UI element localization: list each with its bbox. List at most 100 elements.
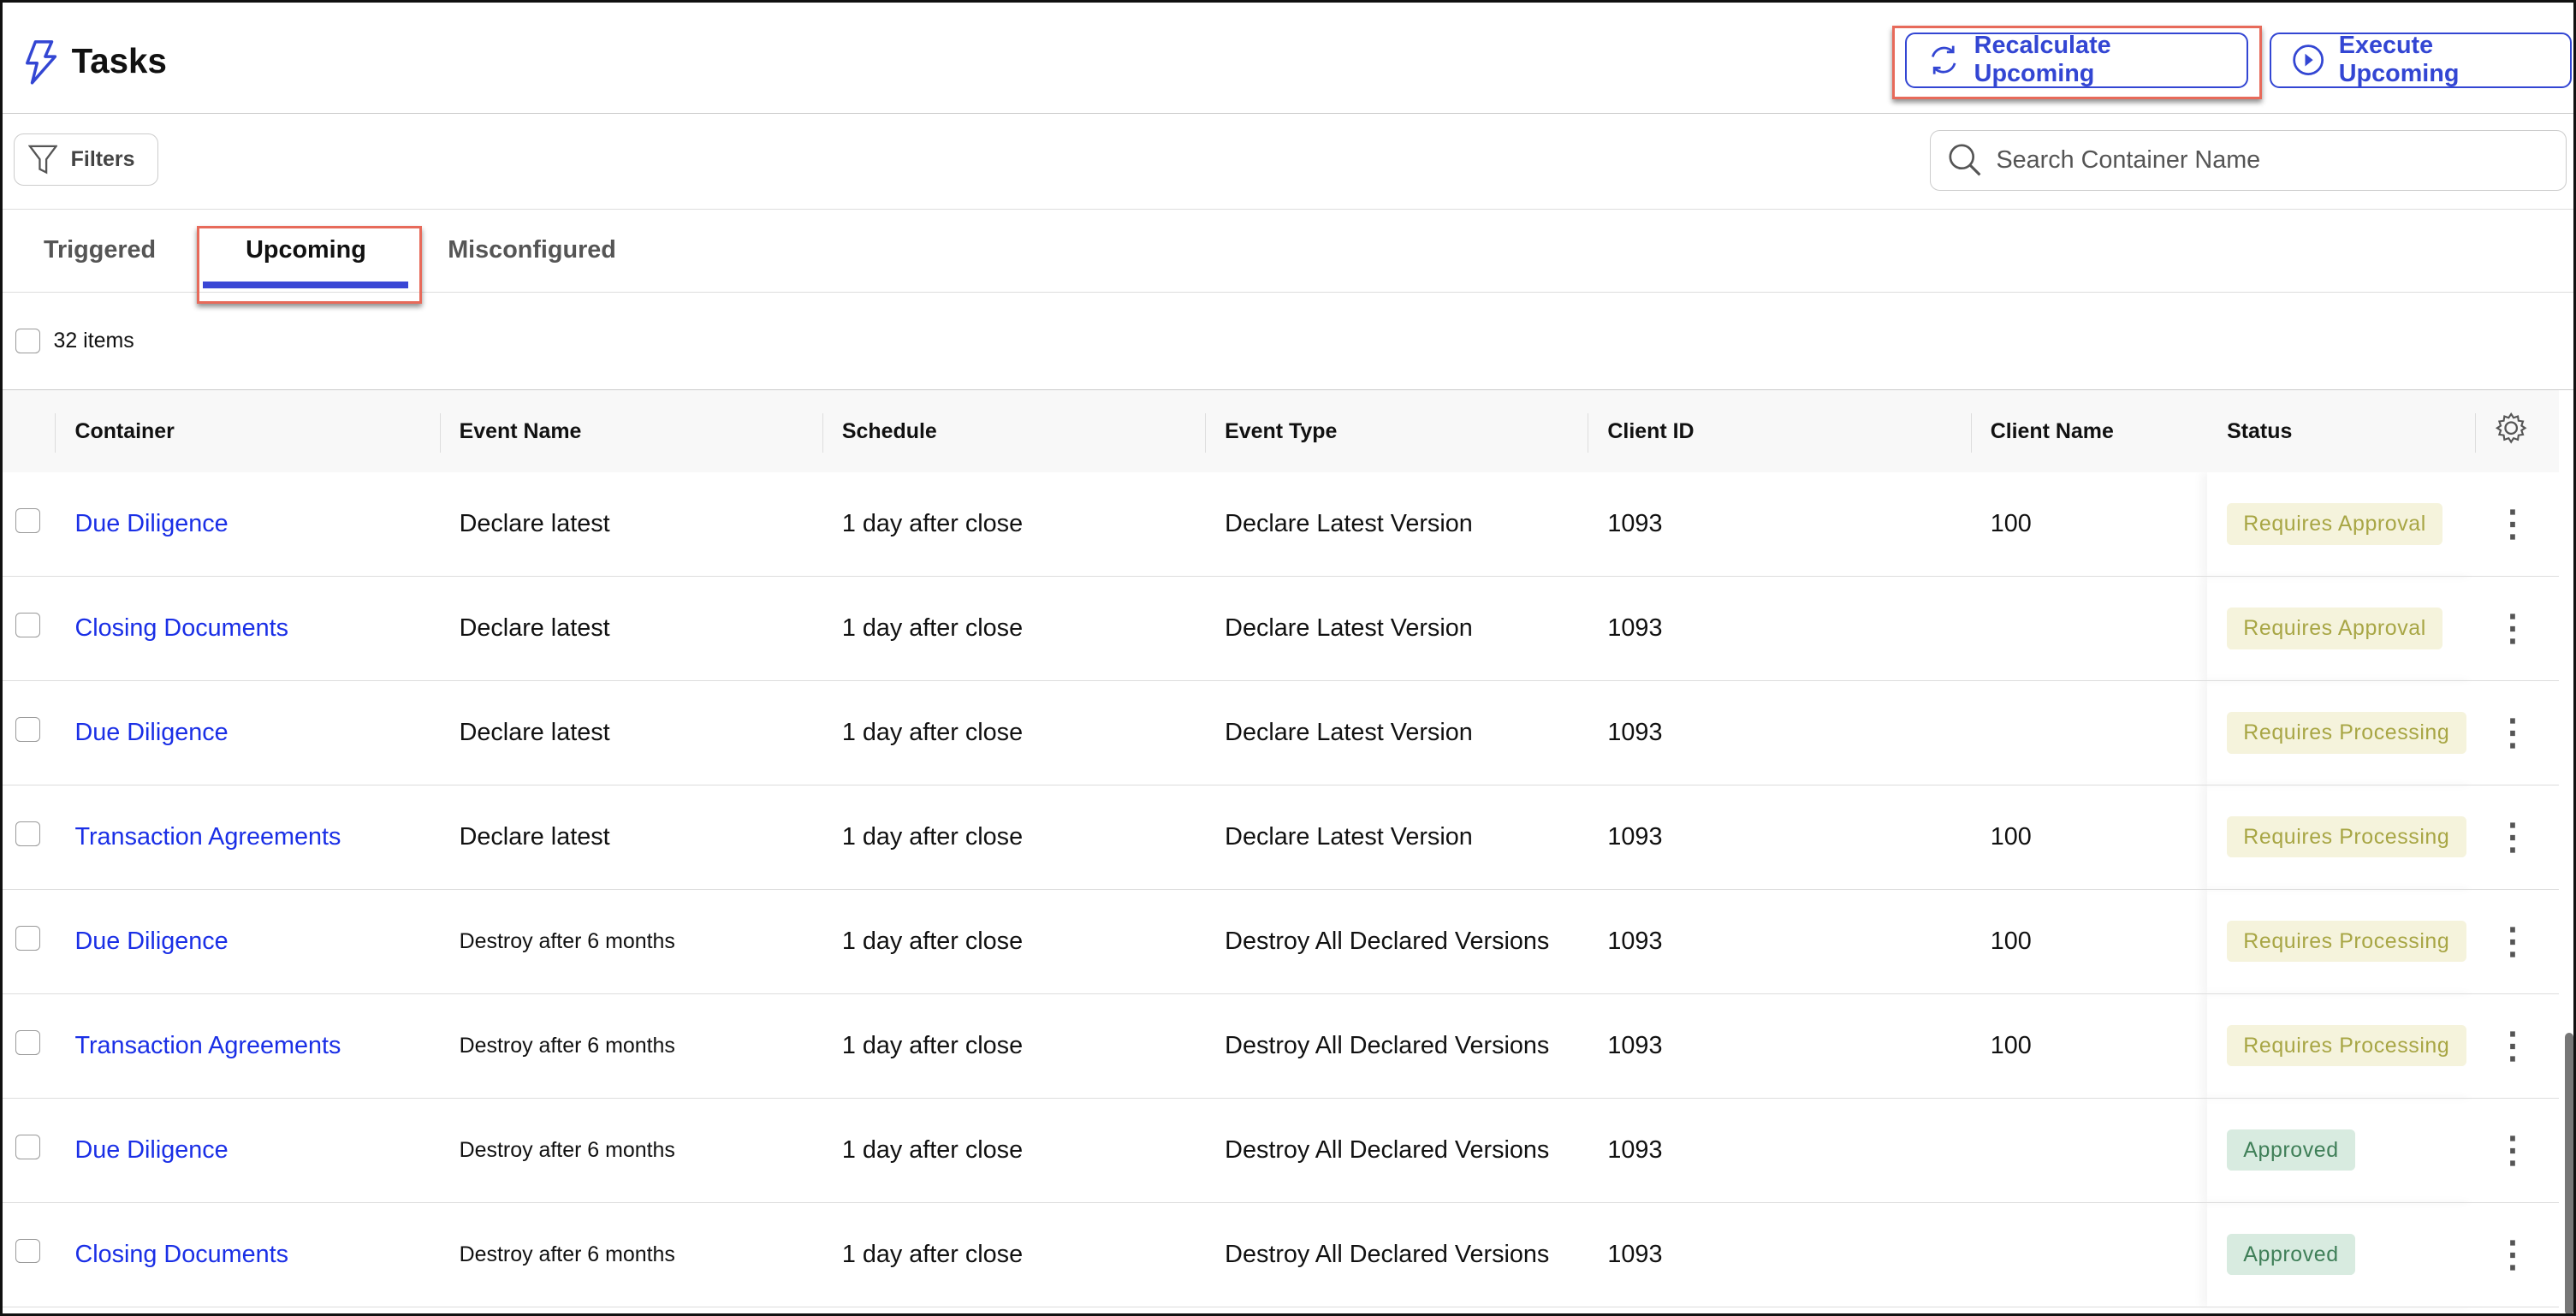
filters-label: Filters (70, 146, 135, 171)
row-actions-cell: ⋮ (2474, 1098, 2559, 1203)
row-checkbox-cell (3, 993, 56, 1099)
event-name-cell: Declare latest (439, 680, 822, 785)
page-title: Tasks (22, 39, 167, 85)
row-checkbox[interactable] (15, 1134, 41, 1159)
more-actions-icon[interactable]: ⋮ (2495, 608, 2531, 648)
column-header-client-id[interactable]: Client ID (1588, 390, 1971, 473)
tab-upcoming[interactable]: Upcoming (246, 235, 366, 264)
client-id-cell: 1093 (1588, 680, 1971, 785)
table-row[interactable]: Transaction Agreements Declare latest 1 … (3, 785, 2559, 890)
filters-button[interactable]: Filters (14, 133, 159, 187)
search-icon (1949, 144, 1981, 176)
row-actions-cell: ⋮ (2474, 889, 2559, 994)
event-type-cell: Declare Latest Version (1205, 472, 1588, 578)
row-checkbox[interactable] (15, 1029, 41, 1055)
schedule-cell: 1 day after close (822, 472, 1206, 578)
client-name-cell: 100 (1970, 993, 2208, 1099)
container-cell: Due Diligence (55, 889, 440, 994)
vertical-scrollbar[interactable] (2565, 1032, 2573, 1313)
column-header-schedule[interactable]: Schedule (822, 390, 1206, 473)
column-header-status[interactable]: Status (2207, 390, 2475, 473)
more-actions-icon[interactable]: ⋮ (2495, 920, 2531, 961)
column-settings-button[interactable] (2474, 390, 2559, 473)
client-id-cell: 1093 (1588, 1098, 1971, 1203)
annotation-highlight (196, 226, 422, 304)
more-actions-icon[interactable]: ⋮ (2495, 1233, 2531, 1274)
schedule-cell: 1 day after close (822, 993, 1206, 1099)
schedule-cell: 1 day after close (822, 680, 1206, 785)
row-actions-cell: ⋮ (2474, 472, 2559, 578)
table-header-row: Container Event Name Schedule Event Type… (3, 390, 2559, 473)
event-name-cell: Declare latest (439, 472, 822, 578)
status-badge: Requires Processing (2227, 816, 2466, 858)
more-actions-icon[interactable]: ⋮ (2495, 711, 2531, 752)
table-row[interactable]: Due Diligence Declare latest 1 day after… (3, 680, 2559, 785)
event-type-cell: Destroy All Declared Versions (1205, 993, 1588, 1099)
row-checkbox-cell (3, 472, 56, 578)
tab-triggered[interactable]: Triggered (43, 235, 157, 264)
more-actions-icon[interactable]: ⋮ (2495, 1024, 2531, 1065)
more-actions-icon[interactable]: ⋮ (2495, 503, 2531, 544)
table-row[interactable]: Transaction Agreements Destroy after 6 m… (3, 993, 2559, 1099)
status-badge: Requires Approval (2227, 608, 2443, 649)
column-header-event-name[interactable]: Event Name (439, 390, 822, 473)
schedule-cell: 1 day after close (822, 785, 1206, 890)
row-checkbox[interactable] (15, 925, 41, 951)
table-row[interactable]: Closing Documents Declare latest 1 day a… (3, 576, 2559, 681)
column-header-event-type[interactable]: Event Type (1205, 390, 1588, 473)
client-name-cell: 100 (1970, 472, 2208, 578)
status-cell: Requires Processing (2207, 993, 2475, 1099)
row-checkbox[interactable] (15, 508, 41, 533)
event-name-cell: Destroy after 6 months (439, 1098, 822, 1203)
table-row[interactable]: Due Diligence Declare latest 1 day after… (3, 472, 2559, 578)
row-checkbox-cell (3, 1098, 56, 1203)
more-actions-icon[interactable]: ⋮ (2495, 1129, 2531, 1170)
schedule-cell: 1 day after close (822, 576, 1206, 681)
page-title-text: Tasks (71, 42, 167, 81)
table-row[interactable]: Due Diligence Destroy after 6 months 1 d… (3, 1098, 2559, 1203)
client-name-cell (1970, 1202, 2208, 1307)
container-link[interactable]: Due Diligence (74, 927, 229, 955)
recalculate-upcoming-button[interactable]: Recalculate Upcoming (1904, 32, 2249, 88)
client-name-cell (1970, 680, 2208, 785)
container-link[interactable]: Closing Documents (74, 614, 288, 642)
row-checkbox-cell (3, 576, 56, 681)
status-cell: Requires Processing (2207, 680, 2475, 785)
event-name-cell: Destroy after 6 months (439, 1202, 822, 1307)
client-id-cell: 1093 (1588, 576, 1971, 681)
execute-upcoming-label: Execute Upcoming (2338, 32, 2460, 88)
search-input[interactable]: Search Container Name (1929, 129, 2567, 191)
play-circle-icon (2293, 44, 2324, 76)
more-actions-icon[interactable]: ⋮ (2495, 815, 2531, 857)
search-placeholder: Search Container Name (1996, 145, 2261, 174)
column-header-client-name[interactable]: Client Name (1970, 390, 2208, 473)
tasks-table: Container Event Name Schedule Event Type… (3, 390, 2559, 1307)
client-id-cell: 1093 (1588, 472, 1971, 578)
row-actions-cell: ⋮ (2474, 680, 2559, 785)
event-name-cell: Declare latest (439, 785, 822, 890)
row-checkbox[interactable] (15, 821, 41, 846)
event-name-cell: Destroy after 6 months (439, 993, 822, 1099)
container-link[interactable]: Due Diligence (74, 1135, 229, 1164)
select-all-checkbox[interactable] (15, 329, 41, 353)
tab-misconfigured[interactable]: Misconfigured (448, 235, 616, 264)
client-name-cell: 100 (1970, 889, 2208, 994)
container-cell: Closing Documents (55, 1202, 440, 1307)
status-badge: Approved (2227, 1233, 2355, 1276)
row-checkbox[interactable] (15, 1238, 41, 1264)
filter-bar: Filters Search Container Name (3, 114, 2573, 210)
container-link[interactable]: Due Diligence (74, 718, 229, 746)
container-link[interactable]: Closing Documents (74, 1240, 288, 1268)
row-checkbox[interactable] (15, 717, 41, 742)
execute-upcoming-button[interactable]: Execute Upcoming (2270, 32, 2573, 88)
container-link[interactable]: Transaction Agreements (74, 1031, 341, 1059)
container-link[interactable]: Transaction Agreements (74, 822, 341, 851)
container-link[interactable]: Due Diligence (74, 510, 229, 538)
column-header-container[interactable]: Container (55, 390, 440, 473)
table-row[interactable]: Due Diligence Destroy after 6 months 1 d… (3, 889, 2559, 994)
status-badge: Requires Processing (2227, 712, 2466, 754)
row-actions-cell: ⋮ (2474, 1202, 2559, 1307)
table-row[interactable]: Closing Documents Destroy after 6 months… (3, 1202, 2559, 1307)
row-checkbox[interactable] (15, 613, 41, 637)
